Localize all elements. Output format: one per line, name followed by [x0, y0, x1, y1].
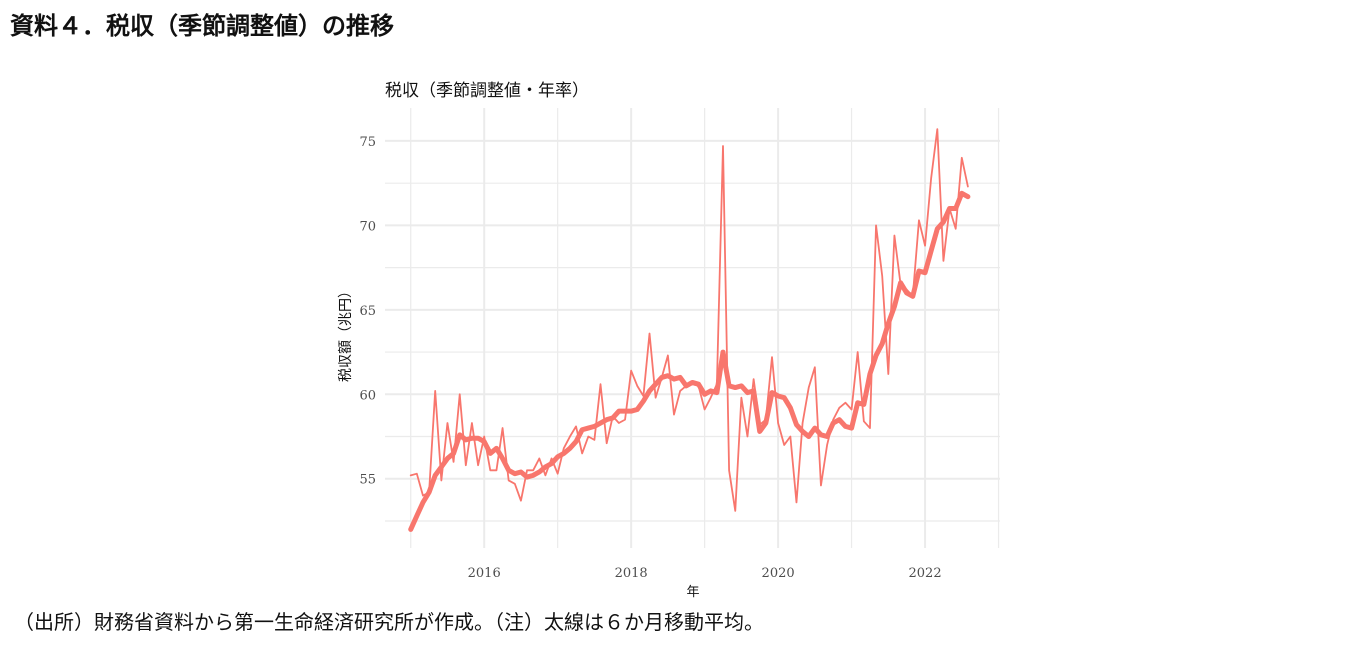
chart-title: 税収（季節調整値・年率）	[385, 81, 589, 101]
chart: 税収（季節調整値・年率） 年 税収額（兆円） 55 60 65 70 75 2016 201…	[338, 81, 1000, 600]
y-tick-label: 55	[359, 473, 376, 488]
y-tick-label: 60	[359, 388, 376, 403]
line-series	[408, 190, 971, 532]
y-tick-label: 65	[359, 304, 376, 319]
y-axis-label: 税収額（兆円）	[338, 284, 354, 382]
y-tick-label: 70	[359, 219, 376, 234]
page-title: 資料４．税収（季節調整値）の推移	[10, 12, 394, 40]
x-axis-label: 年	[686, 585, 699, 600]
x-tick-label: 2018	[615, 566, 648, 581]
footnote: （出所）財務省資料から第一生命経済研究所が作成。（注）太線は６か月移動平均。	[14, 610, 764, 634]
x-tick-label: 2022	[909, 566, 942, 581]
x-tick-label: 2016	[468, 566, 501, 581]
x-tick-label: 2020	[762, 566, 795, 581]
y-tick-label: 75	[359, 135, 376, 150]
line-series	[409, 128, 969, 512]
